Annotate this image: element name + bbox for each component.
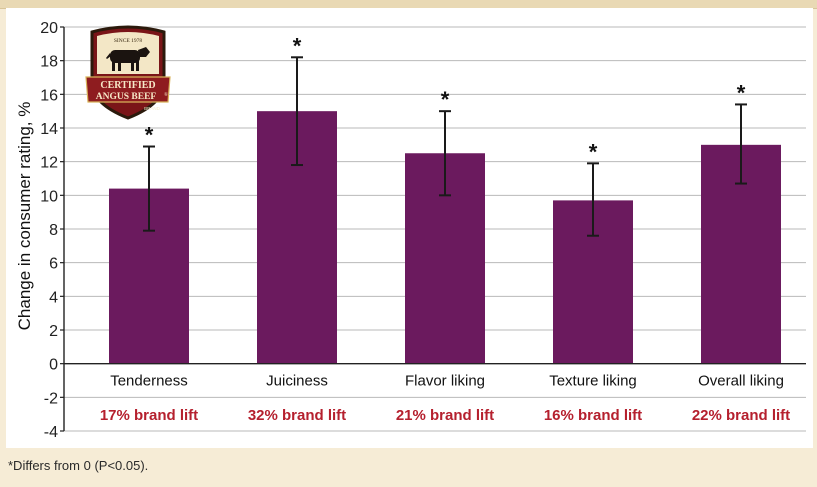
significance-marker: * [293, 33, 302, 58]
chart-panel: 20 18 16 14 12 10 8 6 4 2 0 -2 -4 * Tenderness 17% bran… [6, 8, 813, 448]
x-category-label: Flavor liking [405, 373, 485, 390]
certified-angus-beef-logo: SINCE 1978 CERTIFIED ANGUS BEEF ® BRAND [82, 22, 174, 120]
y-tick-label: -4 [44, 424, 58, 441]
brand-lift-label: 21% brand lift [396, 407, 494, 424]
y-tick-label: 18 [40, 54, 58, 71]
axes [60, 26, 806, 432]
logo-registered-mark: ® [164, 92, 168, 98]
x-category-label: Texture liking [549, 373, 637, 390]
brand-lift-label: 16% brand lift [544, 407, 642, 424]
brand-lift-label: 22% brand lift [692, 407, 790, 424]
y-tick-label: 10 [40, 188, 58, 205]
y-tick-label: 0 [49, 357, 58, 374]
y-tick-label: 2 [49, 323, 58, 340]
y-tick-label: 16 [40, 87, 58, 104]
significance-marker: * [441, 87, 450, 112]
footnote: *Differs from 0 (P<0.05). [8, 458, 149, 473]
brand-lift-label: 17% brand lift [100, 407, 198, 424]
logo-since-text: SINCE 1978 [114, 38, 143, 44]
y-tick-label: -2 [44, 390, 58, 407]
y-tick-label: 6 [49, 256, 58, 273]
steer-icon [106, 47, 150, 71]
y-tick-label: 14 [40, 121, 58, 138]
significance-marker: * [145, 123, 154, 148]
logo-angus-beef-text: ANGUS BEEF [96, 92, 157, 102]
brand-lift-label: 32% brand lift [248, 407, 346, 424]
logo-brand-text: BRAND [144, 106, 161, 111]
y-tick-label: 8 [49, 222, 58, 239]
logo-certified-text: CERTIFIED [100, 80, 155, 91]
error-bars [143, 56, 747, 237]
y-axis-label: Change in consumer rating, % [15, 102, 34, 331]
x-category-label: Juiciness [266, 373, 328, 390]
y-tick-label: 20 [40, 20, 58, 37]
x-category-label: Tenderness [110, 373, 188, 390]
y-tick-label: 12 [40, 155, 58, 172]
significance-marker: * [589, 139, 598, 164]
significance-marker: * [737, 80, 746, 105]
y-tick-label: 4 [49, 289, 58, 306]
x-category-label: Overall liking [698, 373, 784, 390]
